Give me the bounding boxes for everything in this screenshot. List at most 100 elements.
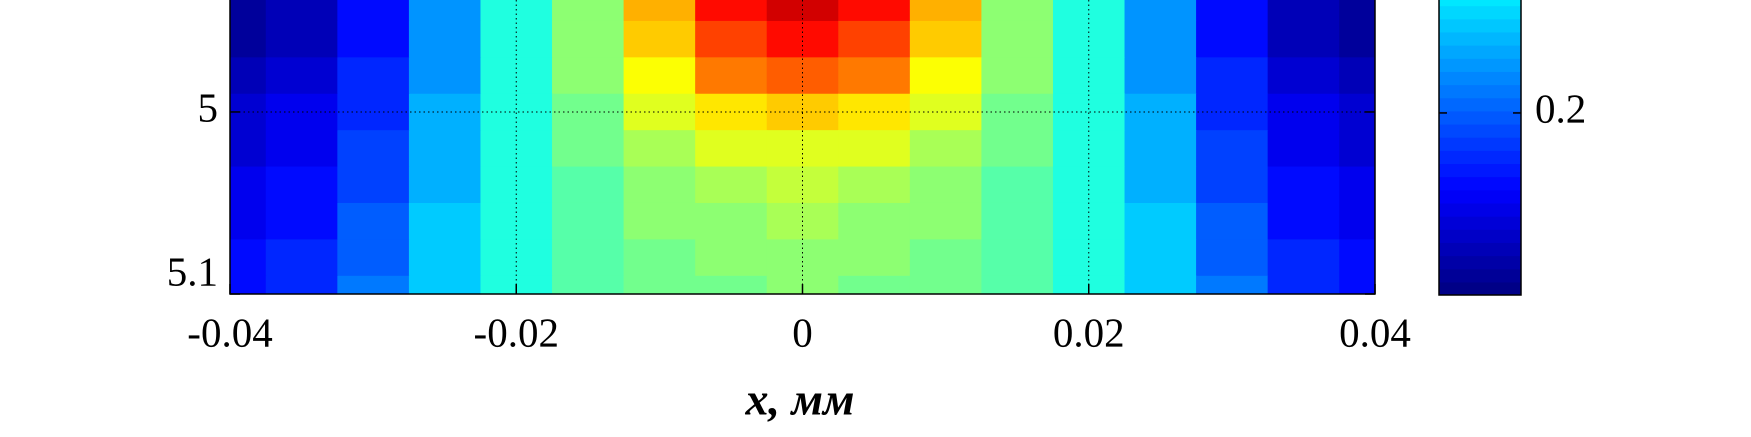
heatmap-cell xyxy=(623,0,696,22)
heatmap-cell xyxy=(909,202,983,240)
heatmap-cell xyxy=(623,202,696,240)
heatmap-cell xyxy=(230,166,267,204)
heatmap-cell xyxy=(408,166,482,204)
heatmap-cell xyxy=(552,57,625,95)
heatmap-cell xyxy=(695,20,768,58)
heatmap-cell xyxy=(1052,20,1126,58)
heatmap-cell xyxy=(1339,239,1375,277)
x-tick-label: 0.02 xyxy=(1053,309,1125,355)
colorbar-swatch xyxy=(1439,268,1521,283)
colorbar-swatch xyxy=(1439,45,1521,59)
colorbar-swatch xyxy=(1439,229,1521,243)
axes: -0.04 -0.02 0 0.02 0.04 5 5.1 0.2 xyxy=(167,0,1586,355)
heatmap-cell xyxy=(265,57,338,95)
colorbar-frame xyxy=(1438,0,1522,296)
heatmap-cell xyxy=(623,275,696,294)
heatmap-cell xyxy=(981,275,1054,294)
colorbar-swatch xyxy=(1439,255,1521,270)
heatmap-cell xyxy=(480,20,553,58)
heatmap-cell xyxy=(1124,57,1197,95)
heatmap-cell xyxy=(981,202,1054,240)
x-tick-label: -0.02 xyxy=(474,309,559,355)
heatmap-cell xyxy=(552,166,625,204)
heatmap-cell xyxy=(230,130,267,168)
heatmap-cell xyxy=(909,57,983,95)
x-tick-label: 0.04 xyxy=(1339,309,1411,355)
heatmap-cell xyxy=(1267,166,1340,204)
heatmap-cell xyxy=(1339,166,1375,204)
heatmap-cell xyxy=(981,166,1054,204)
heatmap-cell xyxy=(552,275,625,294)
heatmap-cell xyxy=(1196,166,1269,204)
heatmap-cell xyxy=(1124,275,1197,294)
heatmap-cell xyxy=(408,130,482,168)
heatmap-cell xyxy=(552,239,625,277)
heatmap-cell xyxy=(408,275,482,294)
heatmap-cell xyxy=(265,130,338,168)
heatmap-cell xyxy=(1196,202,1269,240)
heatmap-cell xyxy=(1124,239,1197,277)
heatmap-cell xyxy=(265,93,338,131)
heatmap-cell xyxy=(838,130,911,168)
plot-frame xyxy=(229,0,1376,295)
heatmap-cell xyxy=(838,57,911,95)
heatmap-cell xyxy=(1267,0,1340,22)
colorbar-tick-label: 0.2 xyxy=(1535,85,1586,131)
heatmap-cell xyxy=(1124,166,1197,204)
heatmap-cell xyxy=(265,20,338,58)
heatmap-cell xyxy=(1124,130,1197,168)
heatmap-cell xyxy=(695,239,768,277)
heatmap-cell xyxy=(838,239,911,277)
heatmap-cell xyxy=(230,0,267,22)
colorbar-swatch xyxy=(1439,123,1521,138)
heatmap-cell xyxy=(552,0,625,22)
heatmap-cell xyxy=(909,20,983,58)
colorbar-swatch xyxy=(1439,31,1521,46)
heatmap-cell xyxy=(230,275,267,294)
x-tick-label: 0 xyxy=(792,309,813,355)
heatmap-cell xyxy=(838,20,911,58)
heatmap-cell xyxy=(1124,202,1197,240)
heatmap-cell xyxy=(766,57,839,95)
heatmap-cell xyxy=(265,202,338,240)
colorbar-swatch xyxy=(1439,5,1521,20)
y-tick-label: 5 xyxy=(198,84,219,130)
colorbar xyxy=(1439,0,1521,295)
heatmap-cell xyxy=(1196,0,1269,22)
heatmap-cell xyxy=(408,202,482,240)
x-tick-label: -0.04 xyxy=(187,309,272,355)
heatmap-cell xyxy=(1052,57,1126,95)
heatmap-cell xyxy=(838,202,911,240)
heatmap-cell xyxy=(230,239,267,277)
heatmap-cell xyxy=(838,166,911,204)
heatmap-cell xyxy=(1267,20,1340,58)
heatmap-cell xyxy=(766,0,839,22)
colorbar-swatch xyxy=(1439,110,1521,125)
heatmap-cell xyxy=(265,0,338,22)
heatmap-cell xyxy=(265,166,338,204)
heatmap-cell xyxy=(1124,0,1197,22)
heatmap-cell xyxy=(480,57,553,95)
x-axis-label: x, мм xyxy=(744,374,854,425)
heatmap-cell xyxy=(623,239,696,277)
colorbar-swatch xyxy=(1439,18,1521,33)
heatmap-cell xyxy=(695,0,768,22)
colorbar-swatch xyxy=(1439,71,1521,86)
colorbar-swatch xyxy=(1439,150,1521,165)
colorbar-swatch xyxy=(1439,216,1521,230)
heatmap-cell xyxy=(337,166,410,204)
heatmap-cell xyxy=(337,202,410,240)
heatmap-cell xyxy=(909,130,983,168)
colorbar-swatch xyxy=(1439,97,1521,112)
colorbar-swatch xyxy=(1439,189,1521,204)
heatmap-cell xyxy=(408,239,482,277)
heatmap-cell xyxy=(766,20,839,58)
heatmap-cell xyxy=(981,20,1054,58)
heatmap-cell xyxy=(695,130,768,168)
heatmap-cell xyxy=(695,275,768,294)
heatmap-cell xyxy=(695,202,768,240)
heatmap-cell xyxy=(623,166,696,204)
heatmap-cell xyxy=(552,20,625,58)
